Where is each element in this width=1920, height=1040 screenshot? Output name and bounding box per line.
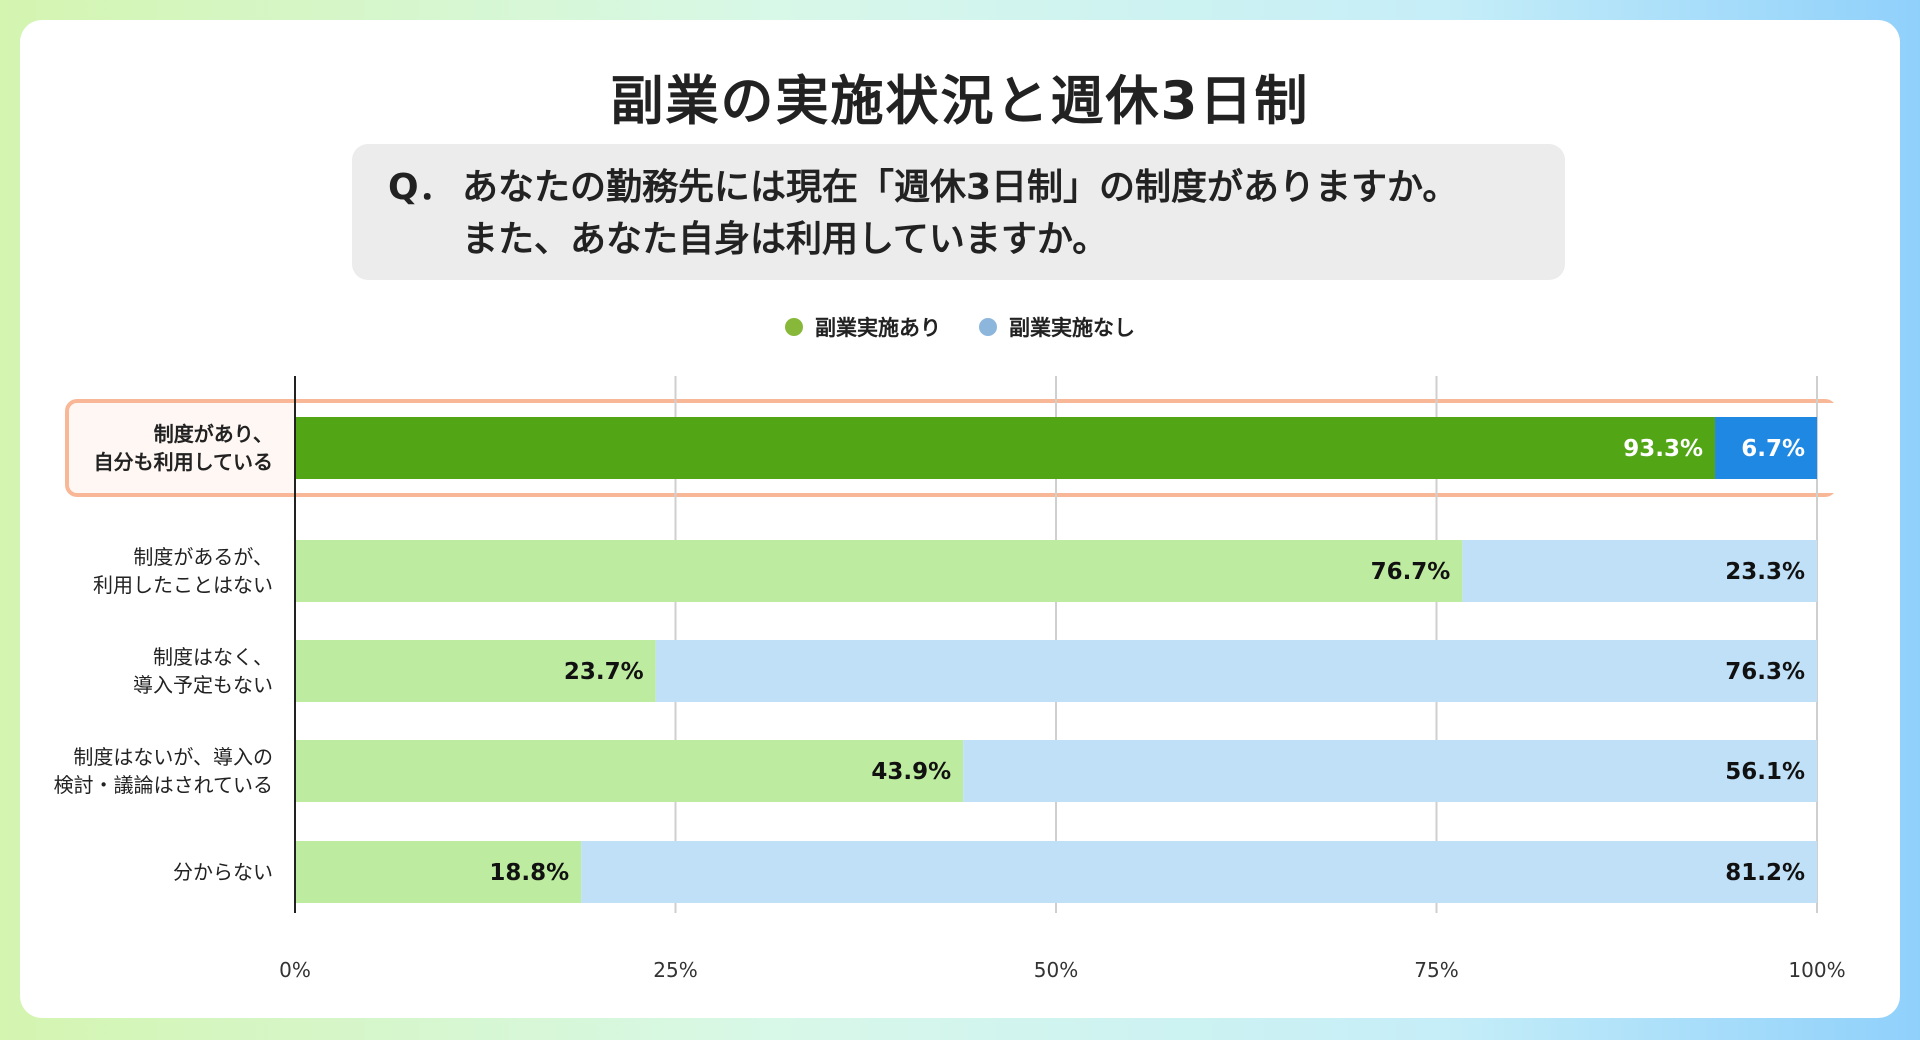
- legend-item-no: 副業実施なし: [979, 312, 1135, 342]
- category-label: 制度があり、自分も利用している: [94, 420, 273, 476]
- category-label-line: 制度はないが、導入の: [73, 745, 273, 769]
- bar-segment-yes: [295, 841, 582, 903]
- category-label-line: 自分も利用している: [93, 450, 273, 474]
- legend-swatch-yes: [785, 318, 803, 336]
- category-label: 制度があるが、利用したことはない: [93, 543, 273, 599]
- category-label-line: 制度があり、: [153, 422, 273, 446]
- bar-segment-no: [581, 841, 1817, 903]
- bar-segment-no: [1462, 540, 1817, 602]
- question-line-1: あなたの勤務先には現在「週休3日制」の制度がありますか。: [462, 167, 1459, 208]
- x-tick-label: 100%: [1788, 958, 1845, 982]
- x-tick-label: 50%: [1034, 958, 1078, 982]
- category-label-line: 利用したことはない: [93, 573, 273, 597]
- category-label: 制度はなく、導入予定もない: [133, 643, 273, 699]
- x-tick-label: 75%: [1414, 958, 1458, 982]
- category-label-line: 導入予定もない: [133, 673, 273, 697]
- data-label: 76.3%: [1725, 659, 1805, 685]
- bar-segment-yes: [295, 740, 964, 802]
- category-label-line: 制度はなく、: [153, 645, 273, 669]
- bar-segment-no: [963, 740, 1817, 802]
- data-label: 6.7%: [1741, 436, 1805, 462]
- x-tick-label: 25%: [653, 958, 697, 982]
- bar-segment-no: [1715, 417, 1817, 479]
- data-label: 76.7%: [1371, 559, 1451, 585]
- legend-label-yes: 副業実施あり: [815, 316, 941, 340]
- data-label: 43.9%: [871, 759, 951, 785]
- question-mark: Q．: [388, 167, 455, 208]
- category-label-line: 制度があるが、: [133, 545, 273, 569]
- data-label: 23.7%: [564, 659, 644, 685]
- chart-title: 副業の実施状況と週休3日制: [610, 71, 1310, 132]
- data-label: 23.3%: [1725, 559, 1805, 585]
- chart-card: 副業の実施状況と週休3日制 Q． あなたの勤務先には現在「週休3日制」の制度があ…: [20, 20, 1900, 1018]
- data-label: 18.8%: [489, 860, 569, 886]
- legend-swatch-no: [979, 318, 997, 336]
- legend-item-yes: 副業実施あり: [785, 312, 941, 342]
- legend-label-no: 副業実施なし: [1009, 316, 1135, 340]
- category-label: 分からない: [173, 858, 273, 886]
- bar-chart: 0% 25% 50% 75% 100% 93.3% 6.7% 76.7% 23.3% 23.7% 7…: [279, 376, 1846, 982]
- bar-segment-yes: [295, 540, 1463, 602]
- bar-segment-yes: [295, 417, 1716, 479]
- data-label: 56.1%: [1725, 759, 1805, 785]
- data-label: 93.3%: [1623, 436, 1703, 462]
- category-label-line: 検討・議論はされている: [53, 773, 273, 797]
- data-label: 81.2%: [1725, 860, 1805, 886]
- bar-segment-yes: [295, 640, 656, 702]
- category-label: 制度はないが、導入の検討・議論はされている: [54, 743, 273, 799]
- question-line-2: また、あなた自身は利用していますか。: [462, 219, 1109, 260]
- bar-segment-no: [655, 640, 1817, 702]
- category-label-line: 分からない: [173, 860, 273, 884]
- legend: 副業実施あり 副業実施なし: [20, 312, 1900, 342]
- question-box: Q． あなたの勤務先には現在「週休3日制」の制度がありますか。 また、あなた自身…: [352, 144, 1565, 280]
- x-tick-label: 0%: [279, 958, 311, 982]
